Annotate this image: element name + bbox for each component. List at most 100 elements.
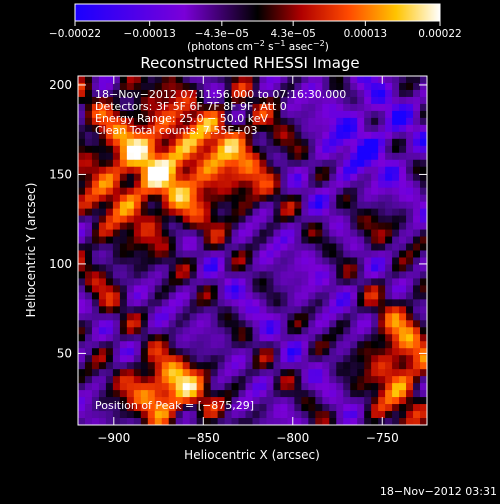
heatmap-cell <box>217 299 225 307</box>
heatmap-cell <box>189 257 198 265</box>
heatmap-cell <box>133 320 142 328</box>
heatmap-cell <box>259 110 267 119</box>
heatmap-cell <box>350 348 358 356</box>
heatmap-cell <box>371 222 379 230</box>
heatmap-cell <box>252 215 260 223</box>
heatmap-cell <box>329 362 337 370</box>
heatmap-cell <box>378 264 386 272</box>
heatmap-cell <box>119 271 128 279</box>
heatmap-cell <box>371 418 379 425</box>
heatmap-cell <box>182 327 191 335</box>
heatmap-cell <box>238 362 246 370</box>
heatmap-cell <box>420 313 427 321</box>
heatmap-cell <box>399 96 407 105</box>
heatmap-cell <box>287 208 295 216</box>
heatmap-cell <box>392 418 400 425</box>
heatmap-cell <box>196 355 205 363</box>
heatmap-cell <box>413 271 421 279</box>
heatmap-cell <box>252 257 260 265</box>
heatmap-cell <box>154 369 163 377</box>
heatmap-cell <box>78 362 86 370</box>
heatmap-cell <box>266 76 274 84</box>
heatmap-cell <box>154 390 163 398</box>
heatmap-cell <box>78 341 86 349</box>
heatmap-cell <box>294 194 302 203</box>
heatmap-cell <box>252 145 260 154</box>
heatmap-cell <box>392 96 400 105</box>
colorbar-tick-labels: −0.00022 −0.00013 −4.3e−05 4.3e−05 0.00013 0.… <box>49 28 462 40</box>
heatmap-cell <box>329 355 337 363</box>
heatmap-cell <box>322 411 330 419</box>
heatmap-cell <box>210 313 218 321</box>
heatmap-cell <box>385 320 393 328</box>
heatmap-cell <box>322 285 330 293</box>
heatmap-cell <box>273 76 281 84</box>
heatmap-cell <box>287 334 295 342</box>
heatmap-cell <box>343 334 351 342</box>
heatmap-cell <box>392 411 400 419</box>
heatmap-cell <box>98 138 107 147</box>
heatmap-cell <box>420 285 427 293</box>
heatmap-cell <box>301 180 309 189</box>
heatmap-cell <box>168 89 177 98</box>
heatmap-cell <box>84 250 93 258</box>
heatmap-cell <box>343 299 351 307</box>
heatmap-cell <box>175 208 184 216</box>
heatmap-cell <box>420 138 427 147</box>
heatmap-cell <box>224 117 232 126</box>
heatmap-cell <box>224 229 232 237</box>
heatmap-cell <box>301 166 309 175</box>
heatmap-cell <box>336 103 344 112</box>
heatmap-cell <box>168 327 177 335</box>
heatmap-cell <box>280 327 288 335</box>
heatmap-cell <box>406 306 414 314</box>
heatmap-cell <box>84 257 93 265</box>
heatmap-cell <box>322 299 330 307</box>
heatmap-cell <box>336 236 344 244</box>
heatmap-cell <box>84 383 93 391</box>
heatmap-cell <box>371 278 379 286</box>
heatmap-cell <box>238 278 246 286</box>
heatmap-cell <box>119 411 128 419</box>
heatmap-cell <box>259 369 267 377</box>
heatmap-cell <box>406 236 414 244</box>
heatmap-cell <box>406 383 414 391</box>
heatmap-cell <box>105 110 114 119</box>
heatmap-cell <box>287 285 295 293</box>
heatmap-cell <box>336 194 344 203</box>
heatmap-cell <box>154 362 163 370</box>
heatmap-cell <box>273 159 281 168</box>
heatmap-cell <box>203 327 212 335</box>
heatmap-cell <box>315 110 323 119</box>
heatmap-cell <box>259 376 267 384</box>
heatmap-cell <box>329 369 337 377</box>
heatmap-cell <box>392 369 400 377</box>
heatmap-cell <box>119 278 128 286</box>
heatmap-cell <box>336 306 344 314</box>
heatmap-cell <box>280 355 288 363</box>
heatmap-cell <box>287 110 295 119</box>
heatmap-cell <box>245 320 253 328</box>
y-tick-label: 150 <box>49 167 72 181</box>
heatmap-cell <box>182 89 191 98</box>
heatmap-cell <box>91 180 100 189</box>
heatmap-cell <box>112 124 121 133</box>
heatmap-cell <box>154 159 163 168</box>
heatmap-cell <box>294 187 302 196</box>
heatmap-cell <box>196 76 205 84</box>
heatmap-cell <box>126 397 135 405</box>
heatmap-cell <box>343 103 351 112</box>
heatmap-cell <box>273 376 281 384</box>
heatmap-cell <box>140 320 149 328</box>
heatmap-cell <box>231 159 239 168</box>
heatmap-cell <box>78 215 86 223</box>
heatmap-cell <box>217 187 225 196</box>
heatmap-cell <box>78 152 86 161</box>
heatmap-cell <box>364 264 372 272</box>
heatmap-cell <box>252 411 260 419</box>
heatmap-cell <box>231 334 239 342</box>
colorbar-ticks <box>74 21 441 26</box>
heatmap-cell <box>147 229 156 237</box>
heatmap-cell <box>308 138 316 147</box>
heatmap-cell <box>189 180 198 189</box>
